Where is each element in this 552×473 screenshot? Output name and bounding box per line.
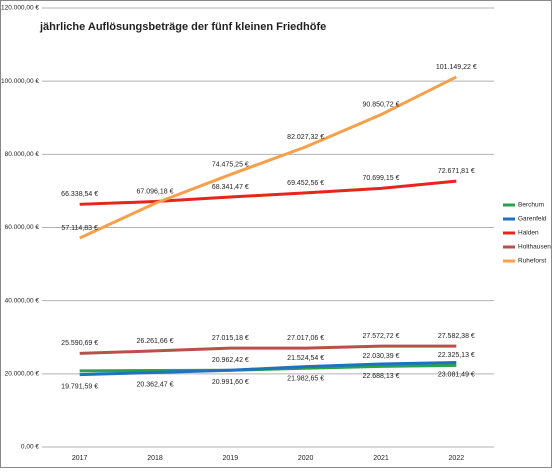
legend-label: Garenfeld bbox=[518, 216, 547, 223]
series-line bbox=[79, 344, 457, 355]
x-tick-label: 2019 bbox=[223, 455, 239, 462]
value-label: 57.114,83 € bbox=[61, 225, 98, 232]
x-tick-label: 2017 bbox=[72, 455, 88, 462]
value-label: 27.017,06 € bbox=[287, 335, 324, 342]
value-label: 27.572,72 € bbox=[363, 333, 400, 340]
value-label: 20.991,60 € bbox=[212, 379, 249, 386]
value-label: 70.699,15 € bbox=[363, 175, 400, 182]
value-label: 67.096,18 € bbox=[137, 188, 174, 195]
legend-label: Holthausen bbox=[518, 244, 551, 251]
value-label: 82.027,32 € bbox=[287, 134, 324, 141]
x-tick-label: 2020 bbox=[298, 455, 314, 462]
value-label: 69.452,56 € bbox=[287, 180, 324, 187]
value-label: 68.341,47 € bbox=[212, 184, 249, 191]
y-tick-label: 120.000,00 € bbox=[1, 5, 39, 12]
legend-label: Ruheforst bbox=[518, 258, 546, 265]
legend-label: Halden bbox=[518, 230, 539, 237]
y-tick-label: 100.000,00 € bbox=[1, 78, 39, 85]
value-label: 20.362,47 € bbox=[137, 381, 174, 388]
value-label: 74.475,25 € bbox=[212, 161, 249, 168]
value-label: 22.688,13 € bbox=[363, 373, 400, 380]
x-tick-label: 2022 bbox=[449, 455, 465, 462]
value-label: 19.791,59 € bbox=[61, 383, 98, 390]
y-tick-label: 80.000,00 € bbox=[5, 151, 40, 158]
value-label: 27.015,18 € bbox=[212, 335, 249, 342]
x-tick-label: 2018 bbox=[147, 455, 163, 462]
series-line bbox=[79, 361, 457, 377]
value-label: 21.982,65 € bbox=[287, 375, 324, 382]
value-label: 90.850,72 € bbox=[363, 101, 400, 108]
value-label: 72.671,81 € bbox=[438, 168, 475, 175]
value-label: 25.590,69 € bbox=[61, 340, 98, 347]
y-tick-label: 20.000,00 € bbox=[5, 371, 40, 378]
value-label: 27.582,38 € bbox=[438, 333, 475, 340]
chart-title: jährliche Auflösungsbeträge der fünf kle… bbox=[39, 21, 326, 33]
value-label: 26.261,66 € bbox=[137, 338, 174, 345]
value-label: 66.338,54 € bbox=[61, 191, 98, 198]
y-tick-label: 40.000,00 € bbox=[5, 297, 40, 304]
y-tick-label: 0,00 € bbox=[21, 444, 39, 451]
value-label: 20.962,42 € bbox=[212, 357, 249, 364]
legend-label: Berchum bbox=[518, 202, 544, 209]
value-label: 21.524,54 € bbox=[287, 355, 324, 362]
value-label: 22.325,13 € bbox=[438, 352, 475, 359]
series-line bbox=[79, 179, 457, 206]
series-line bbox=[79, 75, 458, 240]
value-label: 22.030,39 € bbox=[363, 353, 400, 360]
y-tick-label: 60.000,00 € bbox=[5, 224, 40, 231]
value-label: 101.149,22 € bbox=[436, 64, 477, 71]
x-tick-label: 2021 bbox=[373, 455, 389, 462]
value-label: 23.081,49 € bbox=[438, 371, 475, 378]
